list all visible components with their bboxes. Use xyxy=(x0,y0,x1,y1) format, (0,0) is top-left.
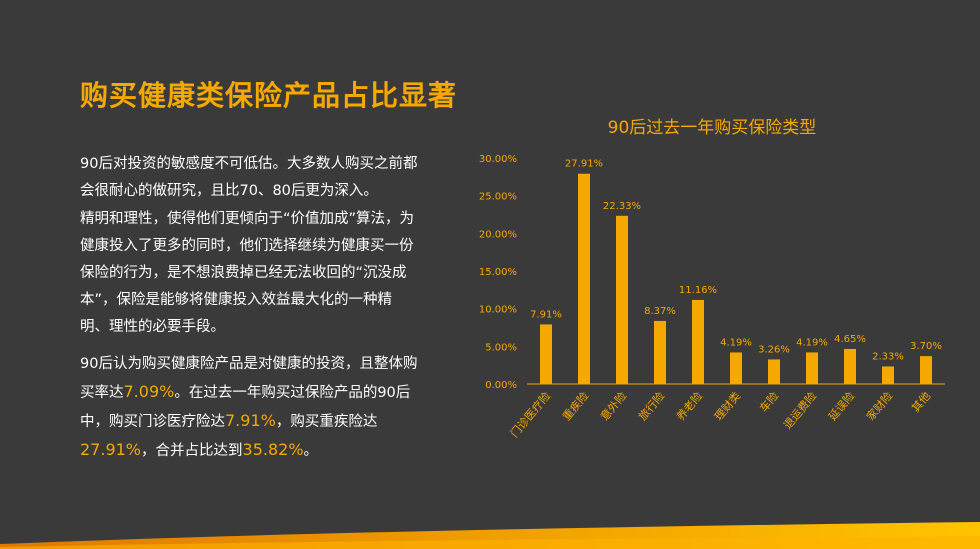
stats-text-c: ，购买重疾险达 xyxy=(275,414,378,430)
value-label: 4.19% xyxy=(720,337,752,348)
x-tick-label: 理财类 xyxy=(711,389,743,423)
value-labels: 7.91% 27.91% 22.33% 8.37%11.16% 4.19% 3.26% 4.… xyxy=(530,159,942,363)
bar xyxy=(882,366,894,384)
x-tick-label: 车险 xyxy=(756,389,781,415)
paragraph-stats: 90后认为购买健康险产品是对健康的投资，且整体购买率达7.09%。在过去一年购买… xyxy=(80,351,420,465)
bar xyxy=(730,352,742,384)
bar xyxy=(654,320,666,384)
bar xyxy=(540,324,552,384)
bottom-decoration xyxy=(0,522,980,549)
y-tick-label: 25.00% xyxy=(479,192,517,203)
stat-highlight-outpatient: 7.91% xyxy=(225,411,276,430)
stat-highlight-combined: 35.82% xyxy=(242,440,304,459)
paragraph-rational: 精明和理性，使得他们更倾向于“价值加成”算法，为健康投入了更多的同时，他们选择继… xyxy=(80,211,415,335)
x-tick-label: 延误险 xyxy=(825,389,857,423)
y-axis: 0.00% 5.00% 10.00% 15.00% 20.00% 25.00% 30.00% xyxy=(479,154,517,391)
value-label: 3.26% xyxy=(758,344,790,355)
bar-series xyxy=(540,173,932,384)
stats-text-a: 90后认为购买健康险产品是对健康的投资，且整体购买率达 xyxy=(80,356,418,401)
y-tick-label: 5.00% xyxy=(485,342,517,353)
y-tick-label: 0.00% xyxy=(485,380,517,391)
value-label: 4.65% xyxy=(834,334,866,345)
stats-text-e: 。 xyxy=(303,443,319,459)
y-tick-label: 15.00% xyxy=(479,267,517,278)
value-label: 27.91% xyxy=(565,159,603,170)
stat-highlight-overall: 7.09% xyxy=(123,382,175,401)
bar xyxy=(692,299,704,384)
x-tick-label: 家财险 xyxy=(863,389,895,423)
value-label: 3.70% xyxy=(910,341,942,352)
x-tick-label: 意外险 xyxy=(597,389,629,423)
bar xyxy=(920,356,932,384)
y-tick-label: 30.00% xyxy=(479,154,517,165)
bar xyxy=(768,359,780,384)
bar xyxy=(844,348,856,384)
value-label: 22.33% xyxy=(603,201,641,212)
x-tick-labels: 门诊医疗险 重疾险 意外险 旅行险 养老险 理财类 车险 退运费险 延误险 家财险 其他 xyxy=(507,389,933,440)
value-label: 2.33% xyxy=(872,351,904,362)
value-label: 11.16% xyxy=(679,285,717,296)
y-tick-label: 10.00% xyxy=(479,305,517,316)
bottom-wave-inner xyxy=(0,536,980,549)
bar xyxy=(616,215,628,384)
x-tick-label: 退运费险 xyxy=(780,389,819,432)
y-tick-label: 20.00% xyxy=(479,229,517,240)
bar xyxy=(806,352,818,384)
x-tick-label: 重疾险 xyxy=(559,389,591,423)
x-tick-label: 门诊医疗险 xyxy=(507,389,553,440)
chart-title: 90后过去一年购买保险类型 xyxy=(608,118,817,138)
value-label: 4.19% xyxy=(796,337,828,348)
stats-text-b: 。在过去一年购买过保险产品的90后中，购买门诊医疗险达 xyxy=(80,385,411,430)
stat-highlight-critical: 27.91% xyxy=(80,440,142,459)
x-tick-label: 旅行险 xyxy=(635,389,667,423)
bar xyxy=(578,173,590,384)
value-label: 8.37% xyxy=(644,306,676,317)
x-tick-label: 养老险 xyxy=(673,389,705,423)
stats-text-d: ，合并占比达到 xyxy=(141,443,243,459)
value-label: 7.91% xyxy=(530,309,562,320)
x-tick-label: 其他 xyxy=(909,390,933,415)
page-title: 购买健康类保险产品占比显著 xyxy=(80,79,458,112)
paragraph-intro: 90后对投资的敏感度不可低估。大多数人购买之前都会很耐心的做研究，且比70、80… xyxy=(80,156,418,199)
